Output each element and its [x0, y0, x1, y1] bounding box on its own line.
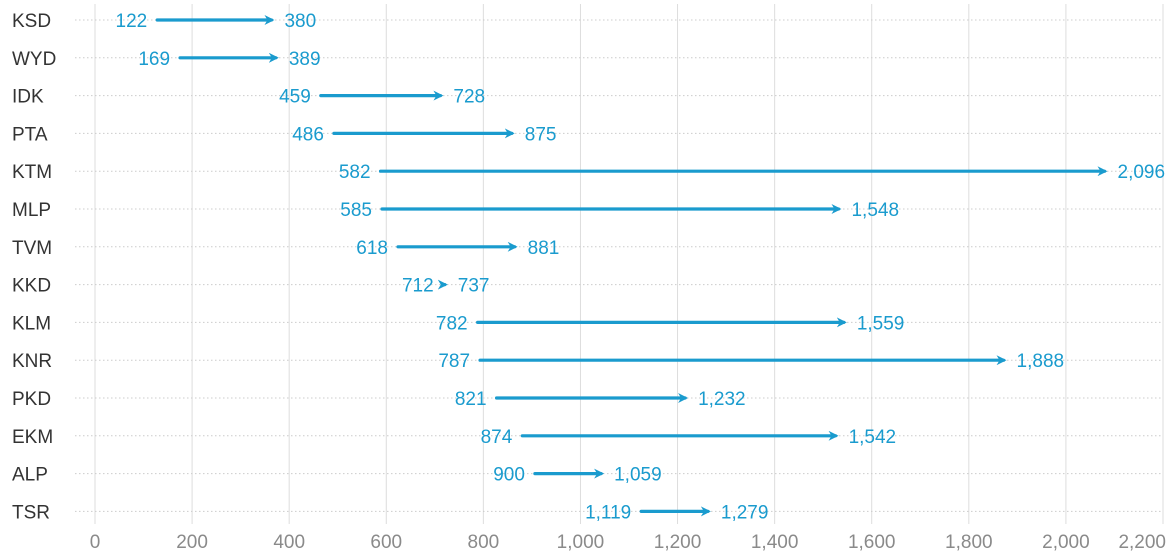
category-label: MLP	[12, 200, 51, 221]
start-value-label: 169	[138, 49, 170, 70]
end-value-label: 389	[289, 49, 321, 70]
x-tick-label: 1,000	[557, 532, 605, 552]
category-label: KNR	[12, 351, 52, 372]
x-tick-label: 200	[176, 532, 208, 552]
category-label: PTA	[12, 124, 48, 145]
x-tick-label: 600	[370, 532, 402, 552]
x-tick-label: 400	[273, 532, 305, 552]
end-value-label: 875	[525, 124, 557, 145]
start-value-label: 582	[339, 162, 371, 183]
end-value-label: 1,232	[698, 389, 746, 410]
start-value-label: 585	[340, 200, 372, 221]
end-value-label: 380	[284, 11, 316, 32]
start-value-label: 459	[279, 87, 311, 108]
x-tick-label: 1,200	[654, 532, 702, 552]
start-value-label: 618	[356, 238, 388, 259]
category-label: IDK	[12, 87, 44, 108]
labels: KSD 122 380 WYD 169 389 IDK 459 728 PTA 486 875 KTM 5…	[12, 11, 1165, 523]
end-value-label: 1,548	[851, 200, 899, 221]
x-tick-label: 1,600	[848, 532, 896, 552]
x-tick-label: 1,400	[751, 532, 799, 552]
category-label: TVM	[12, 238, 52, 259]
start-value-label: 1,119	[585, 502, 631, 523]
x-axis-ticks: 0 200 400 600 800 1,000 1,200 1,400 1,600 1,800 2,…	[90, 532, 1166, 552]
start-value-label: 900	[493, 465, 525, 486]
start-value-label: 712	[402, 276, 434, 297]
category-label: KTM	[12, 162, 52, 183]
end-value-label: 737	[458, 276, 490, 297]
x-tick-label: 2,000	[1042, 532, 1090, 552]
category-label: KLM	[12, 313, 51, 334]
category-label: PKD	[12, 389, 51, 410]
start-value-label: 874	[481, 427, 513, 448]
x-tick-label: 1,800	[945, 532, 993, 552]
category-label: KSD	[12, 11, 51, 32]
end-value-label: 1,888	[1017, 351, 1065, 372]
end-value-label: 1,059	[614, 465, 662, 486]
end-value-label: 1,542	[849, 427, 897, 448]
category-label: ALP	[12, 465, 48, 486]
category-label: TSR	[12, 502, 50, 523]
start-value-label: 486	[292, 124, 324, 145]
end-value-label: 1,559	[857, 313, 905, 334]
horizontal-gridlines	[75, 19, 1163, 512]
x-tick-label: 0	[90, 532, 101, 552]
end-value-label: 1,279	[721, 502, 769, 523]
end-value-label: 2,096	[1118, 162, 1166, 183]
arrows	[155, 15, 1108, 517]
category-label: WYD	[12, 49, 56, 70]
start-value-label: 787	[438, 351, 470, 372]
start-value-label: 821	[455, 389, 487, 410]
category-label: EKM	[12, 427, 53, 448]
category-label: KKD	[12, 276, 51, 297]
start-value-label: 122	[116, 11, 148, 32]
end-value-label: 881	[528, 238, 560, 259]
end-value-label: 728	[453, 87, 485, 108]
start-value-label: 782	[436, 313, 468, 334]
vertical-gridlines	[94, 4, 1164, 524]
x-tick-label: 2,200	[1118, 532, 1166, 552]
x-tick-label: 800	[468, 532, 500, 552]
